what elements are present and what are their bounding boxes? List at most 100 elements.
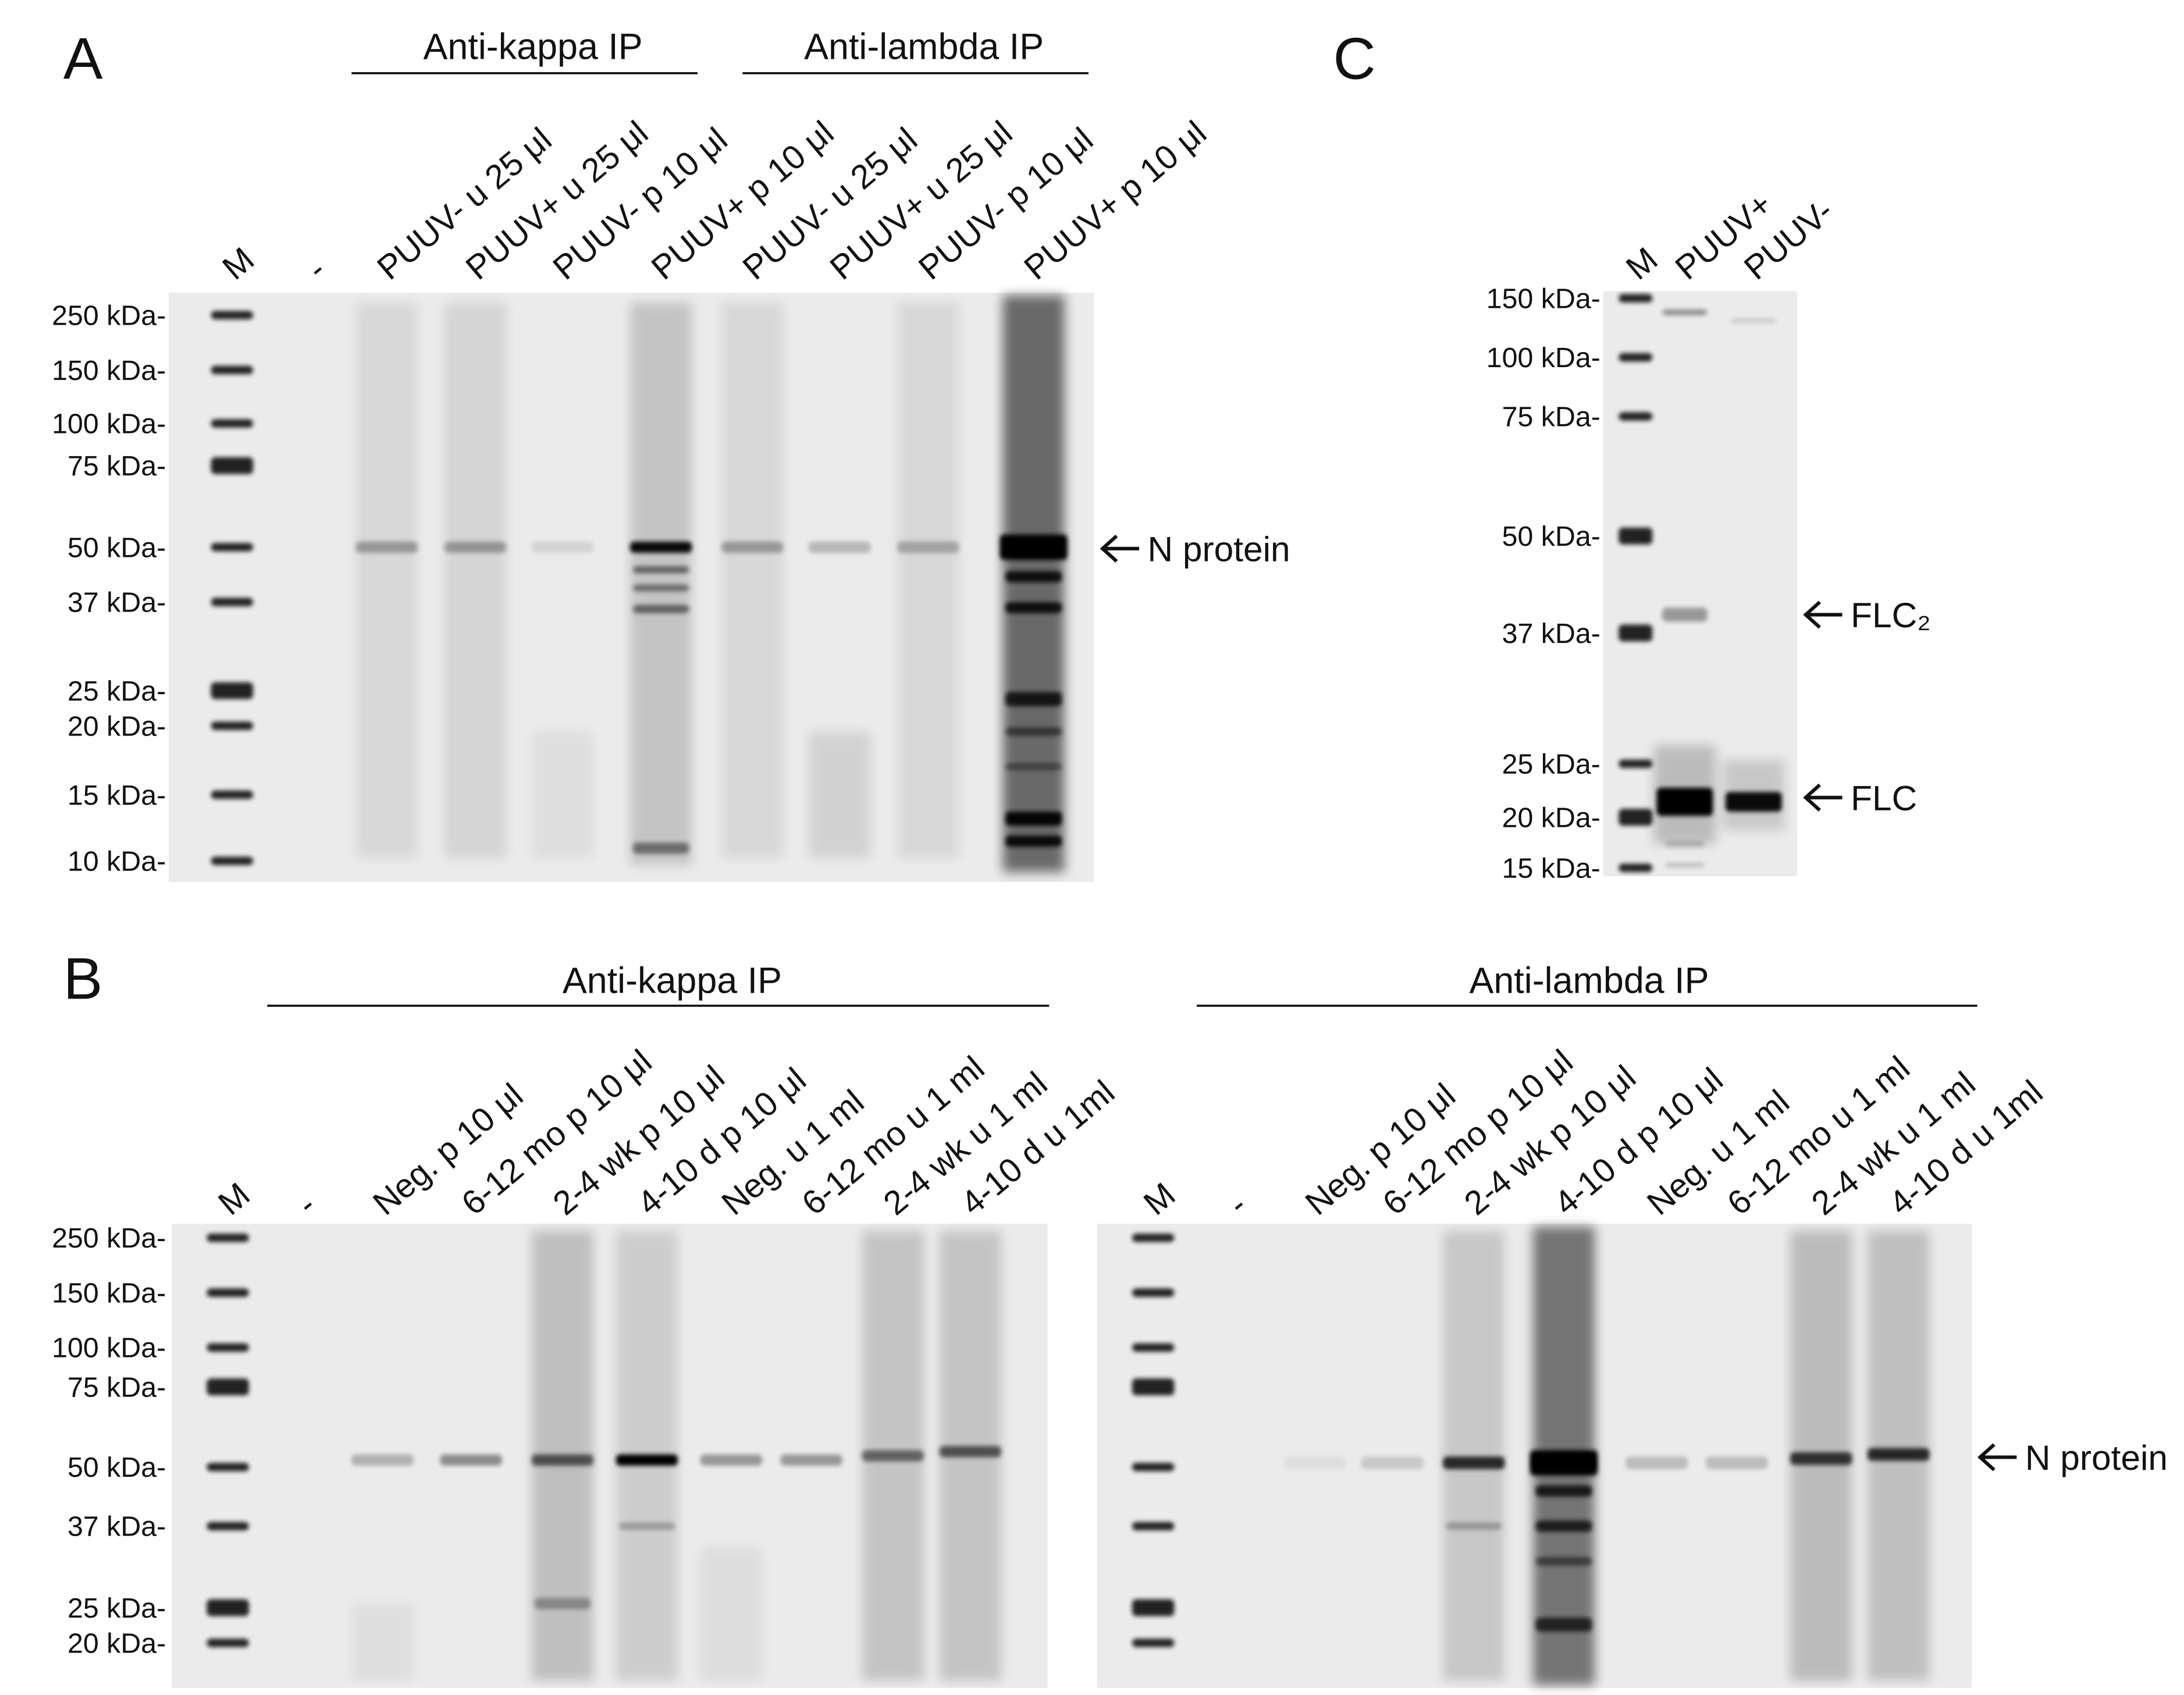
band xyxy=(211,419,254,428)
band xyxy=(351,1454,414,1466)
band xyxy=(1619,759,1653,768)
band xyxy=(440,1454,502,1466)
band xyxy=(632,566,689,574)
band xyxy=(1132,1463,1175,1472)
band xyxy=(1619,809,1653,826)
band xyxy=(1132,1343,1175,1352)
marker-label: 250 kDa- xyxy=(52,300,166,331)
band xyxy=(1790,1452,1852,1465)
band xyxy=(1665,863,1705,868)
marker-label: 37 kDa- xyxy=(67,587,166,619)
band xyxy=(1529,1450,1598,1476)
arrow xyxy=(1977,1443,2017,1472)
band xyxy=(1868,1448,1930,1461)
group-title: Anti-kappa IP xyxy=(563,961,782,1001)
arrow xyxy=(1803,783,1842,812)
band xyxy=(1005,571,1062,582)
marker-label: 37 kDa- xyxy=(67,1511,166,1543)
marker-label: 100 kDa- xyxy=(52,408,166,440)
band xyxy=(632,584,689,592)
marker-label: 150 kDa- xyxy=(1486,283,1600,314)
band xyxy=(1132,1378,1175,1396)
band xyxy=(700,1454,763,1466)
band xyxy=(211,365,254,375)
band xyxy=(531,1454,594,1466)
band xyxy=(211,722,254,730)
band xyxy=(207,1522,249,1531)
lane-label: M xyxy=(211,1175,257,1223)
marker-label: 15 kDa- xyxy=(1502,852,1600,884)
lane-label: - xyxy=(300,251,333,287)
band xyxy=(1361,1456,1424,1469)
marker-label: 150 kDa- xyxy=(52,1277,166,1309)
annotation: N protein xyxy=(1147,530,1290,569)
band xyxy=(1132,1599,1175,1616)
band xyxy=(531,541,594,553)
band xyxy=(207,1599,249,1616)
band xyxy=(1619,353,1653,362)
band xyxy=(1005,763,1062,770)
marker-label: 25 kDa- xyxy=(67,1593,166,1624)
marker-label: 20 kDa- xyxy=(1502,802,1600,833)
band xyxy=(1619,294,1653,303)
band xyxy=(618,1522,675,1530)
band xyxy=(999,534,1068,560)
smear xyxy=(444,302,507,858)
smear xyxy=(351,1603,414,1681)
marker-label: 150 kDa- xyxy=(52,355,166,386)
band xyxy=(1662,607,1708,622)
marker-label: 75 kDa- xyxy=(67,450,166,482)
marker-label: 15 kDa- xyxy=(67,780,166,811)
lane-label: Neg. p 10 μl xyxy=(366,1076,530,1223)
annotation: N protein xyxy=(2025,1438,2168,1477)
band xyxy=(207,1288,249,1297)
marker-label: 37 kDa- xyxy=(1502,618,1600,649)
smear xyxy=(1002,295,1065,872)
band xyxy=(1731,318,1776,323)
band xyxy=(211,598,254,606)
marker-label: 20 kDa- xyxy=(67,710,166,742)
band xyxy=(1535,1485,1592,1497)
marker-label: 75 kDa- xyxy=(67,1371,166,1403)
annotation: FLC xyxy=(1851,778,1917,818)
marker-label: 50 kDa- xyxy=(67,532,166,563)
band xyxy=(1535,1617,1592,1632)
band xyxy=(1283,1456,1346,1469)
arrow xyxy=(1100,534,1139,563)
band xyxy=(616,1454,678,1466)
band xyxy=(444,541,507,553)
band xyxy=(211,682,254,699)
band xyxy=(939,1446,1002,1458)
lane-label: M xyxy=(215,240,261,287)
band xyxy=(1662,309,1708,315)
band xyxy=(1005,835,1062,847)
band xyxy=(207,1234,249,1242)
band xyxy=(1625,1456,1688,1469)
marker-label: 50 kDa- xyxy=(67,1452,166,1483)
band xyxy=(1656,787,1713,816)
band xyxy=(632,605,689,614)
marker-label: 100 kDa- xyxy=(52,1332,166,1364)
marker-label: 250 kDa- xyxy=(52,1223,166,1254)
band xyxy=(207,1639,249,1647)
band xyxy=(1005,811,1062,826)
band xyxy=(207,1343,249,1352)
smear xyxy=(721,302,784,858)
lane-label: - xyxy=(290,1186,323,1223)
band xyxy=(632,843,689,854)
band xyxy=(1619,527,1653,545)
band xyxy=(808,541,871,553)
group-title: Anti-kappa IP xyxy=(424,27,643,67)
annotation: FLC₂ xyxy=(1851,595,1931,635)
panel-label: A xyxy=(63,25,103,91)
band xyxy=(1535,1520,1592,1532)
band xyxy=(211,311,254,319)
smear xyxy=(897,302,959,858)
lane-label: - xyxy=(1221,1186,1254,1223)
band xyxy=(1005,602,1062,614)
marker-label: 75 kDa- xyxy=(1502,401,1600,433)
band xyxy=(780,1454,842,1466)
band xyxy=(211,543,254,552)
